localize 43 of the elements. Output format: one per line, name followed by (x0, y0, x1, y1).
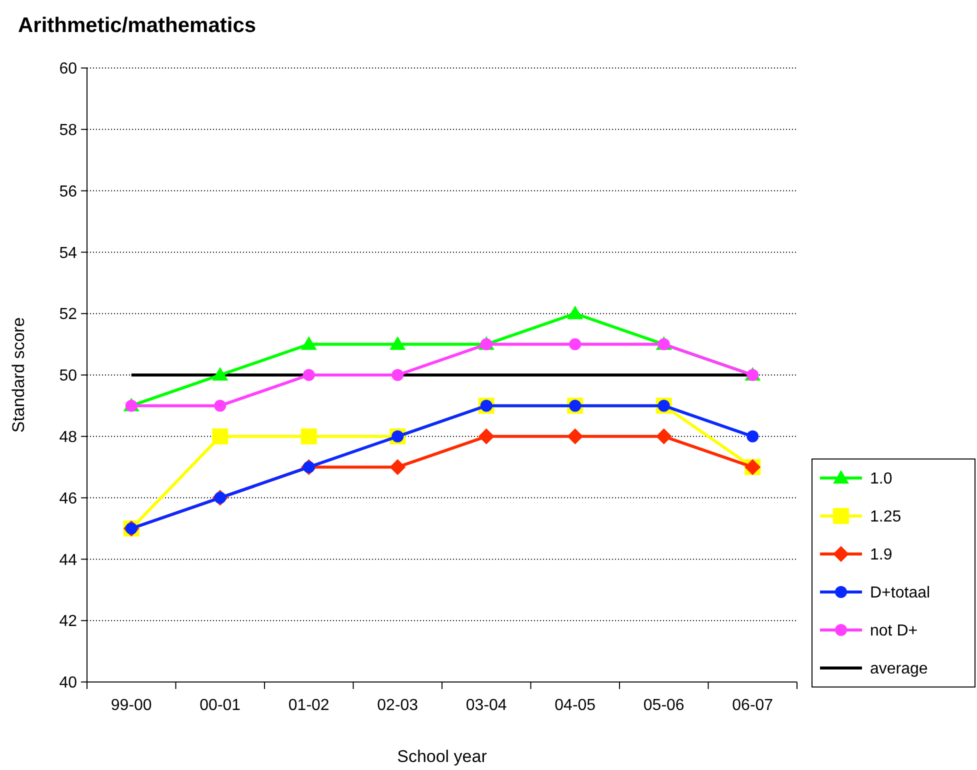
point (478, 428, 494, 444)
point (300, 428, 317, 444)
y-tick-label: 40 (59, 674, 78, 692)
point (390, 459, 406, 476)
x-tick-label: 03-04 (466, 697, 507, 714)
x-tick-label: 02-03 (377, 697, 418, 714)
x-axis-title: School year (397, 747, 488, 766)
x-tick-label: 00-01 (200, 697, 241, 714)
point (746, 430, 759, 442)
point (392, 369, 404, 381)
point (567, 306, 584, 320)
point (656, 428, 672, 444)
y-tick-label: 56 (59, 183, 78, 200)
point (569, 338, 582, 350)
point (302, 369, 315, 381)
point (390, 336, 406, 350)
y-tick-label: 48 (59, 429, 78, 446)
x-tick-label: 99-00 (110, 697, 152, 714)
y-axis-title: Standard score (9, 317, 28, 433)
x-tick-label: 01-02 (288, 697, 330, 714)
legend-label: D+totaal (870, 584, 930, 602)
legend-label: 1.9 (870, 546, 892, 564)
x-tick-label: 05-06 (643, 697, 684, 714)
y-tick-label: 44 (59, 552, 78, 569)
chart-title: Arithmetic/mathematics (18, 14, 256, 37)
y-tick-label: 58 (59, 122, 78, 139)
legend-label: not D+ (870, 622, 918, 640)
y-tick-label: 42 (59, 613, 78, 630)
point (567, 428, 584, 444)
y-tick-label: 50 (59, 368, 78, 385)
point (212, 428, 228, 444)
y-tick-label: 52 (59, 306, 78, 324)
legend-label: 1.0 (870, 470, 892, 488)
y-tick-label: 54 (59, 244, 78, 262)
point (300, 336, 317, 350)
y-tick-label: 60 (59, 60, 78, 78)
x-tick-label: 06-07 (732, 697, 774, 714)
legend-label: 1.25 (870, 508, 902, 526)
y-tick-label: 46 (59, 490, 78, 508)
x-tick-label: 04-05 (554, 697, 596, 714)
point (214, 400, 226, 412)
point (212, 367, 228, 381)
legend-label: average (870, 660, 928, 678)
